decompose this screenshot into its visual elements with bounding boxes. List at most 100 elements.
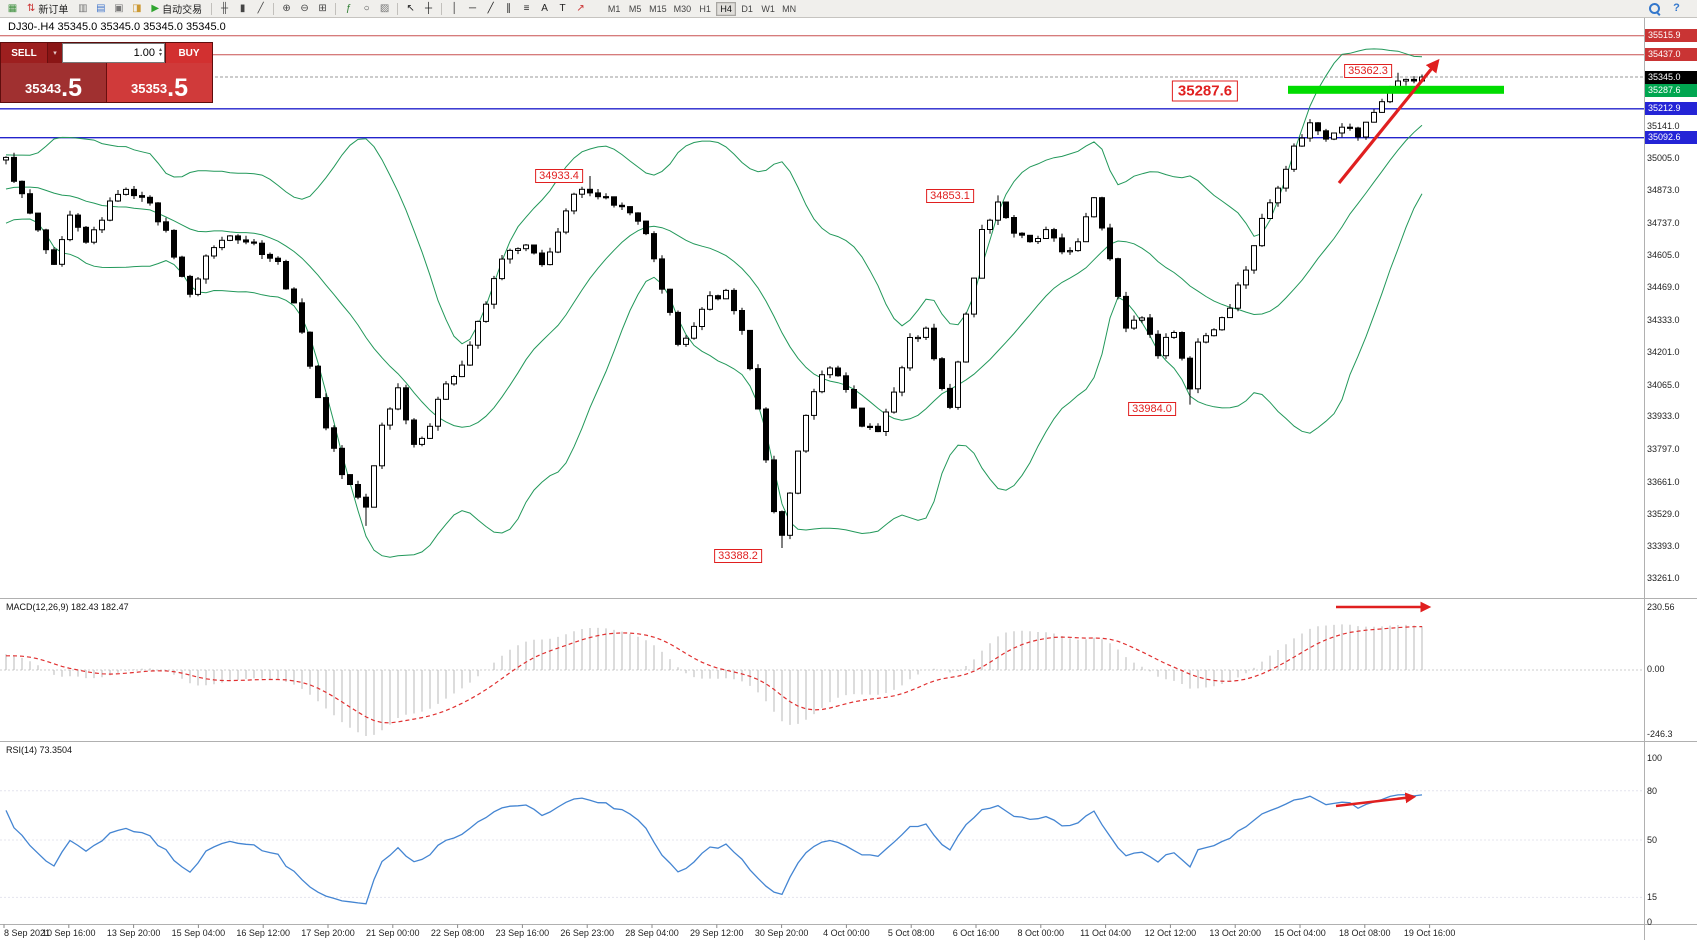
candlestick-series	[3, 72, 1425, 548]
toolbar-right-group: ?	[1646, 1, 1693, 16]
sell-price-main: 35343	[24, 81, 62, 96]
toolbar-separator	[397, 2, 399, 15]
channel-icon-icon: ∥	[506, 2, 512, 14]
search-icon[interactable]	[1646, 1, 1663, 16]
bollinger-lower-band	[5, 193, 1423, 558]
help-icon[interactable]: ?	[1673, 2, 1680, 14]
line-chart-icon-icon: ╱	[257, 2, 264, 14]
label-icon[interactable]: T	[554, 1, 571, 16]
data-window-icon-icon: ▣	[114, 2, 124, 14]
buy-price-main: 35353	[130, 81, 168, 96]
crosshair-icon-icon: ┼	[425, 2, 433, 14]
zoom-out-icon[interactable]: ⊖	[296, 1, 313, 16]
buy-zone-band	[1288, 85, 1504, 94]
chart-window-icon[interactable]: ▥	[74, 1, 91, 16]
trend-arrow-main	[1337, 58, 1440, 185]
tile-windows-icon[interactable]: ⊞	[314, 1, 331, 16]
timeframe-group: M1 M5 M15 M30 H1 H4 D1 W1 MN	[604, 1, 799, 16]
bollinger-upper-band	[5, 48, 1423, 345]
volume-input[interactable]: 1.00 ▴ ▾	[62, 43, 165, 63]
main-toolbar: ▦ ⇅ 新订单 ▥ ▤ ▣ ◨ ▶ 自动交易 ╫ ▮ ╱ ⊕ ⊖ ⊞ ƒ ○ ▨ ↖ ┼ │ ─ ╱ ∥ ≡ A T ↗ M1 M5 M1…	[0, 0, 1697, 18]
macd-signal-line	[6, 626, 1423, 724]
new-order-icon: ⇅	[27, 3, 36, 14]
horizontal-line-icon-icon: ─	[469, 2, 477, 14]
trendline-icon[interactable]: ╱	[482, 1, 499, 16]
arrow-tool-icon[interactable]: ↗	[572, 1, 589, 16]
toolbar-separator	[335, 2, 337, 15]
new-order-button-label: 新订单	[38, 5, 69, 16]
autotrade-icon: ▶	[151, 3, 160, 14]
text-icon[interactable]: A	[536, 1, 553, 16]
sell-button[interactable]: SELL	[1, 43, 48, 63]
toolbar-separator	[273, 2, 275, 15]
templates-icon-icon: ▨	[379, 2, 390, 14]
autotrade-button-label: 自动交易	[162, 5, 203, 16]
order-row: SELL ▾ 1.00 ▴ ▾ BUY	[1, 43, 212, 63]
buy-price-pips: .5	[167, 74, 188, 102]
price-row: 35343.5 35353.5	[1, 63, 212, 102]
macd-panel	[0, 624, 1644, 736]
autotrade-button[interactable]: ▶ 自动交易	[146, 1, 207, 16]
new-chart-button[interactable]: ▦	[4, 1, 21, 16]
timeframe-button-m30[interactable]: M30	[673, 3, 692, 14]
channel-icon[interactable]: ∥	[500, 1, 517, 16]
tile-windows-icon-icon: ⊞	[318, 2, 327, 14]
bar-chart-icon[interactable]: ╫	[216, 1, 233, 16]
navigator-icon[interactable]: ◨	[128, 1, 145, 16]
toolbar-separator	[441, 2, 443, 15]
trend-arrow-rsi	[1335, 792, 1417, 808]
stepper-down-icon[interactable]: ▾	[158, 52, 162, 58]
buy-price[interactable]: 35353.5	[107, 63, 212, 102]
market-watch-icon-icon: ▤	[96, 2, 106, 14]
new-order-button[interactable]: ⇅ 新订单	[22, 1, 73, 16]
navigator-icon-icon: ◨	[132, 2, 142, 14]
rsi-line	[5, 793, 1423, 905]
volume-dropdown-icon[interactable]: ▾	[48, 43, 62, 63]
new-chart-icon: ▦	[7, 2, 18, 14]
indicators-icon-icon: ƒ	[345, 2, 352, 14]
zoom-in-icon-icon: ⊕	[282, 2, 291, 14]
zoom-in-icon[interactable]: ⊕	[278, 1, 295, 16]
chart-title: DJ30-.H4 35345.0 35345.0 35345.0 35345.0	[8, 21, 226, 33]
timeframe-button-w1[interactable]: W1	[761, 3, 775, 14]
periods-icon[interactable]: ○	[358, 1, 375, 16]
indicators-icon[interactable]: ƒ	[340, 1, 357, 16]
periods-icon-icon: ○	[363, 2, 370, 14]
cursor-icon[interactable]: ↖	[402, 1, 419, 16]
trendline-icon-icon: ╱	[487, 2, 494, 14]
rsi-panel	[0, 790, 1644, 898]
rsi-indicator-label: RSI(14) 73.3504	[6, 745, 73, 755]
bar-chart-icon-icon: ╫	[221, 2, 229, 14]
vertical-line-icon[interactable]: │	[446, 1, 463, 16]
crosshair-icon[interactable]: ┼	[420, 1, 437, 16]
label-icon-icon: T	[559, 2, 566, 14]
candlestick-chart-icon-icon: ▮	[239, 2, 246, 14]
timeframe-button-m1[interactable]: M1	[607, 3, 621, 14]
timeframe-button-mn[interactable]: MN	[782, 3, 797, 14]
fibonacci-icon-icon: ≡	[523, 2, 530, 14]
volume-stepper[interactable]: ▴ ▾	[158, 47, 162, 58]
timeframe-button-m15[interactable]: M15	[649, 3, 667, 14]
timeframe-button-h1[interactable]: H1	[699, 3, 711, 14]
magnifier-glyph	[1649, 3, 1660, 14]
sell-price-pips: .5	[61, 74, 82, 102]
line-chart-icon[interactable]: ╱	[252, 1, 269, 16]
arrow-tool-icon-icon: ↗	[576, 2, 585, 14]
buy-button[interactable]: BUY	[165, 43, 212, 63]
horizontal-line-icon[interactable]: ─	[464, 1, 481, 16]
one-click-trading-panel: SELL ▾ 1.00 ▴ ▾ BUY 35343.5 35353.5	[0, 42, 213, 103]
fibonacci-icon[interactable]: ≡	[518, 1, 535, 16]
timeframe-button-d1[interactable]: D1	[741, 3, 753, 14]
sell-price[interactable]: 35343.5	[1, 63, 107, 102]
data-window-icon[interactable]: ▣	[110, 1, 127, 16]
candlestick-chart-icon[interactable]: ▮	[234, 1, 251, 16]
macd-indicator-label: MACD(12,26,9) 182.43 182.47	[6, 602, 129, 612]
market-watch-icon[interactable]: ▤	[92, 1, 109, 16]
stepper-up-icon[interactable]: ▴	[158, 47, 162, 53]
templates-icon[interactable]: ▨	[376, 1, 393, 16]
timeframe-button-m5[interactable]: M5	[628, 3, 642, 14]
timeframe-button-h4[interactable]: H4	[716, 1, 737, 16]
volume-value: 1.00	[133, 47, 155, 59]
